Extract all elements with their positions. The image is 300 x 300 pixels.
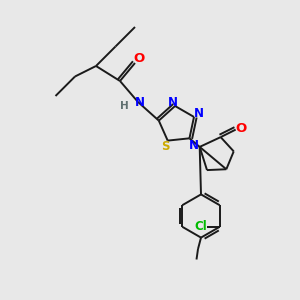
Text: N: N — [134, 95, 145, 109]
Text: S: S — [161, 140, 170, 152]
Text: Cl: Cl — [194, 220, 207, 233]
Text: N: N — [189, 139, 199, 152]
Text: N: N — [168, 96, 178, 109]
Text: N: N — [194, 107, 203, 120]
Text: O: O — [133, 52, 144, 65]
Text: O: O — [236, 122, 247, 135]
Text: H: H — [120, 100, 129, 111]
